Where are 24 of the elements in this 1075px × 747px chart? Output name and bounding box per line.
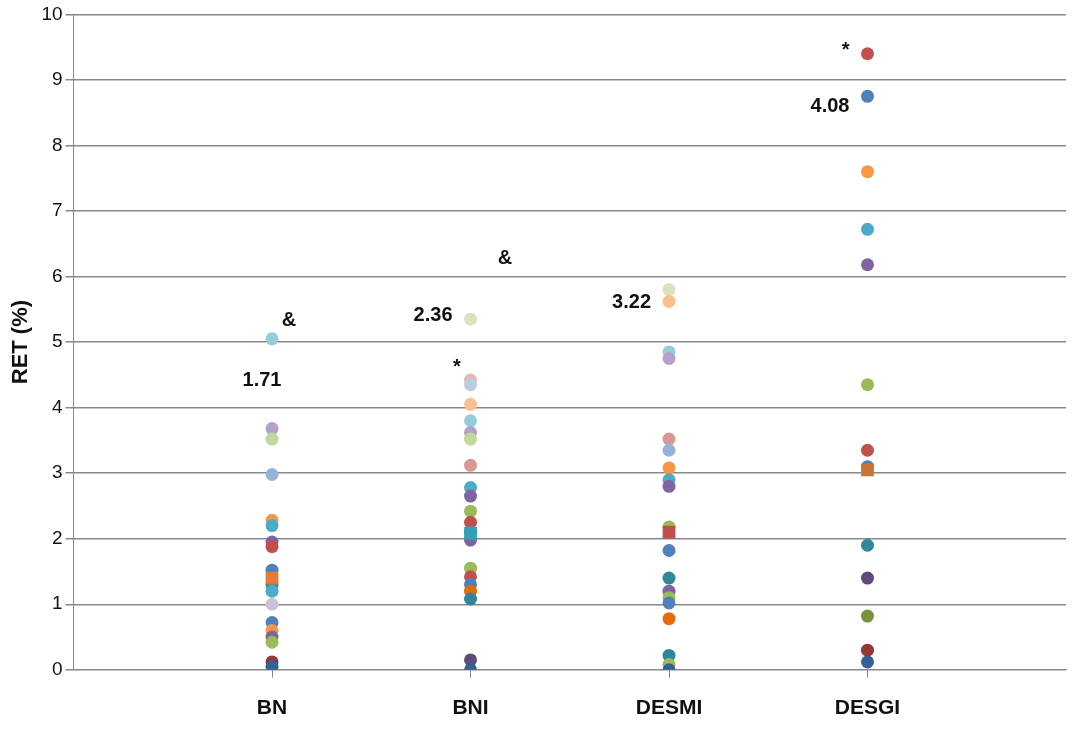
- annotation: 2.36: [413, 303, 453, 326]
- y-tick-label: 6: [51, 264, 63, 286]
- x-tick-label: DESMI: [635, 695, 703, 719]
- annotation: 3.22: [612, 290, 652, 313]
- annotation: &: [281, 307, 297, 330]
- x-tick-label: BNI: [452, 695, 489, 719]
- y-tick-label: 7: [51, 199, 63, 221]
- annotation: 4.08: [810, 93, 850, 116]
- annotation: *: [841, 37, 850, 60]
- x-tick-label: DESGI: [834, 695, 901, 719]
- y-tick-label: 3: [51, 461, 63, 483]
- y-tick-label: 2: [51, 526, 63, 548]
- y-tick-label: 9: [51, 68, 63, 90]
- y-tick-label: 1: [51, 592, 63, 614]
- y-tick-label: 4: [51, 395, 63, 417]
- annotation: &: [497, 245, 513, 268]
- y-axis-title: RET (%): [7, 299, 33, 385]
- x-tick-label: BN: [256, 695, 288, 719]
- annotation: 1.71: [242, 367, 282, 390]
- y-tick-label: 10: [41, 2, 63, 24]
- y-tick-label: 5: [51, 330, 63, 352]
- y-tick-label: 8: [51, 133, 63, 155]
- y-tick-label: 0: [51, 658, 63, 680]
- annotation: *: [453, 354, 462, 377]
